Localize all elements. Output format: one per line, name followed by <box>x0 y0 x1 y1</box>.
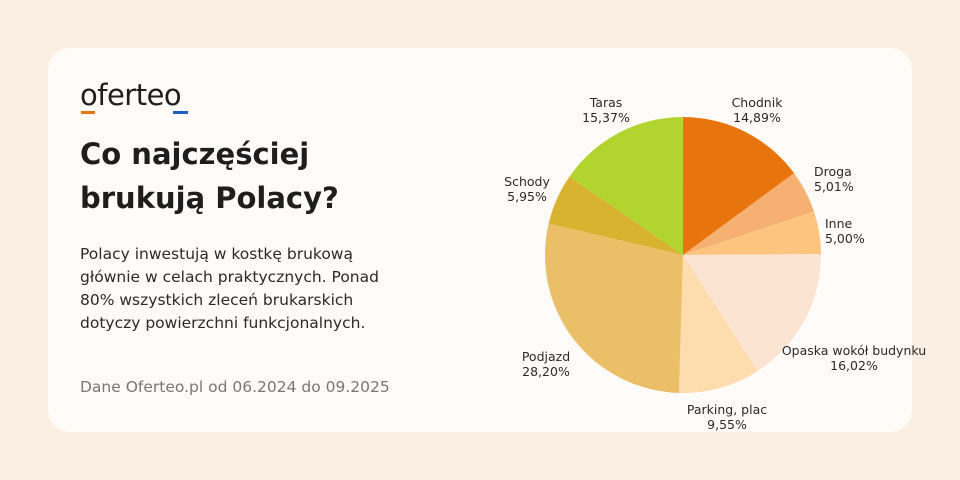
slice-value-label: 15,37% <box>582 110 630 125</box>
slice-name-label: Chodnik <box>732 95 784 110</box>
slice-value-label: 9,55% <box>707 417 747 432</box>
logo-underline-orange <box>81 111 95 114</box>
description: Polacy inwestują w kostkę brukową główni… <box>80 245 379 332</box>
data-source: Dane Oferteo.pl od 06.2024 do 09.2025 <box>80 378 390 396</box>
slice-name-label: Droga <box>814 164 852 179</box>
pie-slice-parking-plac <box>678 255 758 393</box>
pie-slice-chodnik <box>683 117 795 255</box>
slice-name-label: Schody <box>504 174 550 189</box>
page-title: Co najczęściej brukują Polacy? <box>80 137 339 215</box>
pie-slice-taras <box>569 117 683 255</box>
slice-name-label: Opaska wokół budynku <box>782 343 926 358</box>
slice-name-label: Taras <box>589 95 623 110</box>
pie-slice-schody <box>548 176 683 255</box>
oferteo-logo: oferteo <box>80 78 182 112</box>
slice-name-label: Podjazd <box>522 349 570 364</box>
slice-value-label: 5,95% <box>507 189 547 204</box>
slice-name-label: Parking, plac <box>687 402 767 417</box>
pie-slice-opaska-wokół-budynku <box>683 254 821 372</box>
slice-value-label: 16,02% <box>830 358 878 373</box>
pie-slice-droga <box>683 173 814 255</box>
pie-slice-podjazd <box>545 223 683 393</box>
slice-value-label: 5,01% <box>814 179 854 194</box>
slice-value-label: 28,20% <box>522 364 570 379</box>
slice-value-label: 14,89% <box>733 110 781 125</box>
slice-value-label: 5,00% <box>825 231 865 246</box>
pie-slice-inne <box>683 211 821 255</box>
logo-underline-blue <box>173 111 188 114</box>
slice-name-label: Inne <box>825 216 853 231</box>
